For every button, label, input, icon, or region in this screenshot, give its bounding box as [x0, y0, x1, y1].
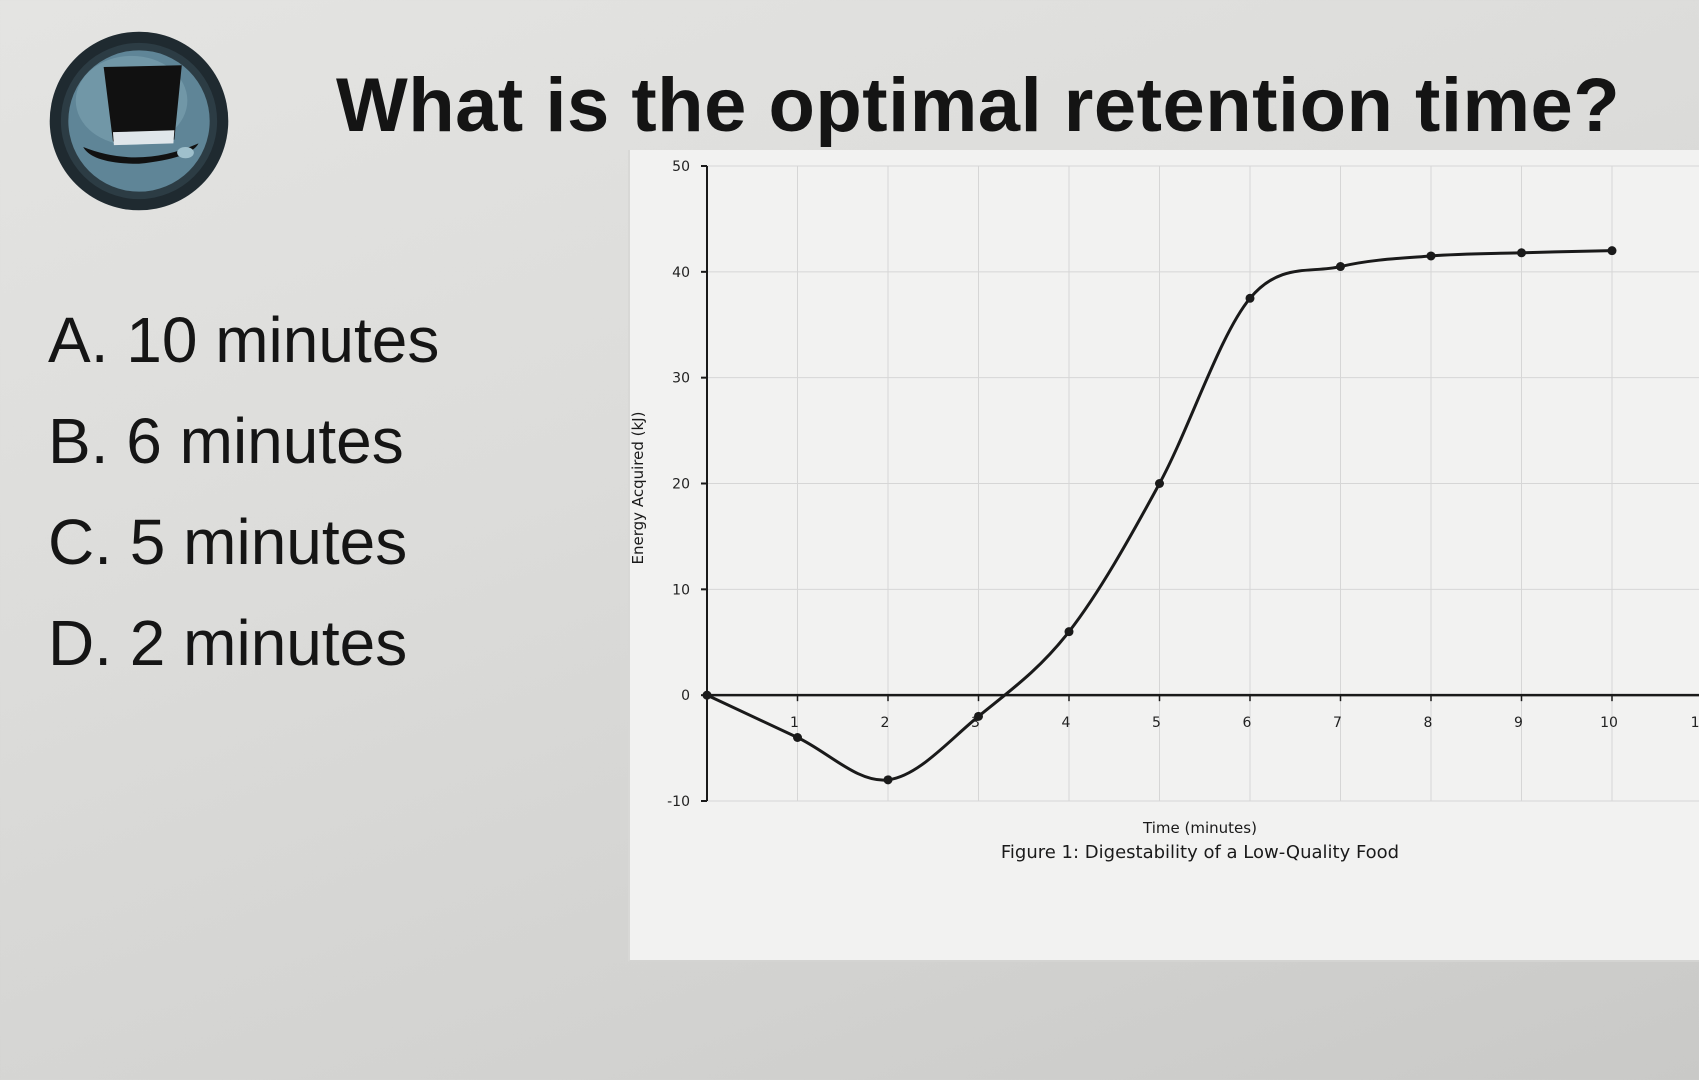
- answer-option[interactable]: A. 10 minutes: [48, 300, 439, 401]
- figure-caption: Figure 1: Digestability of a Low-Quality…: [1001, 842, 1399, 863]
- answer-text: 2 minutes: [129, 607, 408, 679]
- energy-line-chart: -10 0 10 20 30 40 50 1 2 3 4 5 6 7 8 9 10 11 Time (minute…: [629, 159, 1699, 863]
- data-point: [1426, 251, 1436, 261]
- x-tick-label: 11: [1691, 715, 1699, 731]
- data-point: [1155, 479, 1164, 488]
- x-axis-label: Time (minutes): [1142, 819, 1257, 837]
- data-point: [1064, 627, 1074, 637]
- answer-letter: A.: [48, 304, 109, 376]
- x-tick-label: 5: [1152, 715, 1161, 731]
- y-tick-label: 30: [672, 371, 690, 387]
- answer-option[interactable]: D. 2 minutes: [48, 603, 439, 704]
- y-tick-label: 50: [672, 159, 690, 175]
- data-point: [1245, 293, 1255, 303]
- data-series: [702, 246, 1617, 785]
- x-tick-label: 6: [1243, 715, 1252, 731]
- answer-letter: C.: [48, 506, 112, 578]
- answer-text: 10 minutes: [126, 304, 440, 376]
- data-point: [702, 690, 712, 700]
- y-tick-label: 0: [681, 688, 690, 704]
- tick-labels: -10 0 10 20 30 40 50 1 2 3 4 5 6 7 8 9 10 11: [667, 159, 1699, 810]
- data-point: [1336, 262, 1345, 272]
- y-tick-label: 40: [672, 265, 690, 281]
- answer-list: A. 10 minutes B. 6 minutes C. 5 minutes …: [48, 300, 439, 704]
- top-hat-icon: [83, 65, 199, 164]
- y-tick-label: 20: [672, 477, 690, 493]
- x-tick-label: 4: [1062, 715, 1071, 731]
- answer-text: 6 minutes: [126, 405, 404, 477]
- answer-option[interactable]: C. 5 minutes: [48, 502, 439, 603]
- y-tick-label: 10: [672, 582, 690, 598]
- answer-text: 5 minutes: [129, 506, 408, 578]
- x-tick-label: 1: [790, 715, 799, 731]
- question-title: What is the optimal retention time?: [336, 63, 1621, 148]
- data-point: [1607, 246, 1617, 256]
- data-point: [793, 733, 802, 742]
- top-hat-logo: [49, 31, 229, 211]
- x-tick-label: 3: [971, 715, 980, 731]
- data-point: [974, 711, 983, 721]
- x-tick-label: 9: [1514, 715, 1523, 731]
- chart-panel: [628, 150, 1699, 962]
- answer-letter: B.: [48, 405, 109, 477]
- chart-grid: [707, 165, 1699, 802]
- x-tick-label: 7: [1333, 715, 1342, 731]
- x-tick-label: 2: [881, 715, 890, 731]
- x-tick-label: 8: [1424, 715, 1433, 731]
- answer-letter: D.: [48, 607, 112, 679]
- x-tick-label: 10: [1600, 715, 1618, 731]
- answer-option[interactable]: B. 6 minutes: [48, 401, 439, 502]
- y-tick-label: -10: [667, 794, 690, 810]
- y-axis-label: Energy Acquired (kJ): [629, 412, 647, 565]
- data-point: [1517, 248, 1526, 258]
- data-point: [883, 775, 893, 785]
